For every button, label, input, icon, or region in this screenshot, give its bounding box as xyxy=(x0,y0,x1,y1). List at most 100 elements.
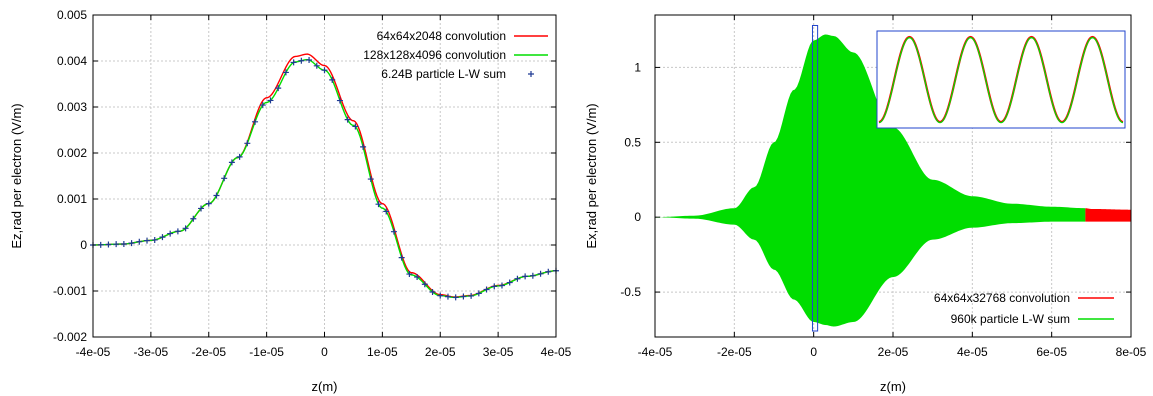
y-tick-label: -0.002 xyxy=(53,330,87,344)
series-area-green xyxy=(655,34,1086,327)
data-point xyxy=(167,230,174,237)
x-tick-label: -4e-05 xyxy=(638,345,673,359)
data-point xyxy=(537,270,544,277)
data-point xyxy=(375,201,382,208)
data-point xyxy=(460,293,467,300)
data-point xyxy=(290,59,297,66)
y-tick-label: 0 xyxy=(634,210,641,224)
x-tick-label: -2e-05 xyxy=(191,345,226,359)
y-axis-label: Ez,rad per electron (V/m) xyxy=(9,103,24,248)
data-point xyxy=(406,271,413,278)
data-point xyxy=(228,159,235,166)
data-point xyxy=(306,56,313,63)
legend-label-0: 64x64x2048 convolution xyxy=(377,29,506,43)
data-point xyxy=(252,118,259,125)
data-point xyxy=(298,57,305,64)
data-point xyxy=(429,288,436,295)
legend-label-1: 960k particle L-W sum xyxy=(951,312,1070,326)
data-point xyxy=(329,76,336,83)
data-point xyxy=(151,236,158,243)
data-point xyxy=(414,274,421,281)
legend-swatch-2 xyxy=(528,71,534,77)
y-tick-label: -0.001 xyxy=(53,284,87,298)
y-tick-label: 0 xyxy=(80,238,87,252)
x-tick-label: 4e-05 xyxy=(957,345,988,359)
data-point xyxy=(120,241,127,248)
data-point xyxy=(313,62,320,69)
data-point xyxy=(444,293,451,300)
x-tick-label: 2e-05 xyxy=(878,345,909,359)
x-tick-label: 6e-05 xyxy=(1036,345,1067,359)
y-tick-label: 0.004 xyxy=(57,54,87,68)
x-tick-label: 3e-05 xyxy=(483,345,514,359)
x-tick-label: 8e-05 xyxy=(1116,345,1147,359)
data-point xyxy=(259,102,266,109)
data-point xyxy=(282,69,289,76)
data-point xyxy=(113,241,120,248)
x-tick-label: 0 xyxy=(321,345,328,359)
data-point xyxy=(144,237,151,244)
data-point xyxy=(182,225,189,232)
data-point xyxy=(159,234,166,241)
y-tick-label: -0.5 xyxy=(620,285,641,299)
data-point xyxy=(321,67,328,74)
chart-ex: -4e-05 -2e-05 0 2e-05 4e-05 6e-05 8e-05 -0.5 0 0.… xyxy=(584,14,1147,394)
data-point xyxy=(468,292,475,299)
data-point xyxy=(236,153,243,160)
x-tick-label: 2e-05 xyxy=(425,345,456,359)
series-area-red xyxy=(1085,208,1131,222)
tick-labels: -4e-05 -3e-05 -2e-05 -1e-05 0 1e-05 2e-05 3e-05… xyxy=(53,8,572,359)
data-point xyxy=(352,123,359,130)
data-point xyxy=(491,283,498,290)
data-point xyxy=(452,294,459,301)
x-tick-label: -2e-05 xyxy=(717,345,752,359)
data-point xyxy=(367,176,374,183)
data-point xyxy=(529,272,536,279)
data-point xyxy=(136,238,143,245)
x-axis-label: z(m) xyxy=(312,379,338,394)
data-point xyxy=(174,228,181,235)
inset-frame xyxy=(876,30,1126,129)
data-point xyxy=(545,268,552,275)
data-point xyxy=(205,200,212,207)
data-point xyxy=(398,254,405,261)
data-point xyxy=(190,215,197,222)
data-point xyxy=(336,97,343,104)
y-tick-label: 0.005 xyxy=(57,8,87,22)
data-point xyxy=(105,241,112,248)
y-tick-label: 1 xyxy=(634,60,641,74)
data-point xyxy=(437,292,444,299)
data-point xyxy=(267,97,274,104)
data-point xyxy=(383,208,390,215)
x-tick-label: -3e-05 xyxy=(134,345,169,359)
data-point xyxy=(483,286,490,293)
inset-zoom xyxy=(876,30,1126,129)
data-point xyxy=(498,282,505,289)
data-point xyxy=(221,175,228,182)
legend-label-0: 64x64x32768 convolution xyxy=(934,291,1070,305)
plot-frame xyxy=(654,14,1132,338)
data-point xyxy=(244,140,251,147)
data-point xyxy=(198,205,205,212)
series-layer xyxy=(90,53,559,301)
y-axis-label: Ex,rad per electron (V/m) xyxy=(584,103,599,248)
legend-label-2: 6.24B particle L-W sum xyxy=(381,67,506,81)
data-point xyxy=(344,116,351,123)
data-point xyxy=(522,273,529,280)
data-point xyxy=(97,241,104,248)
legend: 64x64x2048 convolution 128x128x4096 conv… xyxy=(363,29,548,81)
data-point xyxy=(128,240,135,247)
data-point xyxy=(514,275,521,282)
data-point xyxy=(360,143,367,150)
data-point xyxy=(421,281,428,288)
series-layer xyxy=(655,24,1131,332)
y-tick-label: 0.003 xyxy=(57,100,87,114)
x-tick-label: -1e-05 xyxy=(249,345,284,359)
x-tick-label: 4e-05 xyxy=(541,345,572,359)
x-axis-label: z(m) xyxy=(880,379,906,394)
inset-wave-1 xyxy=(878,36,1124,124)
legend: 64x64x32768 convolution 960k particle L-… xyxy=(934,291,1114,326)
data-point xyxy=(475,290,482,297)
x-tick-label: -4e-05 xyxy=(76,345,111,359)
